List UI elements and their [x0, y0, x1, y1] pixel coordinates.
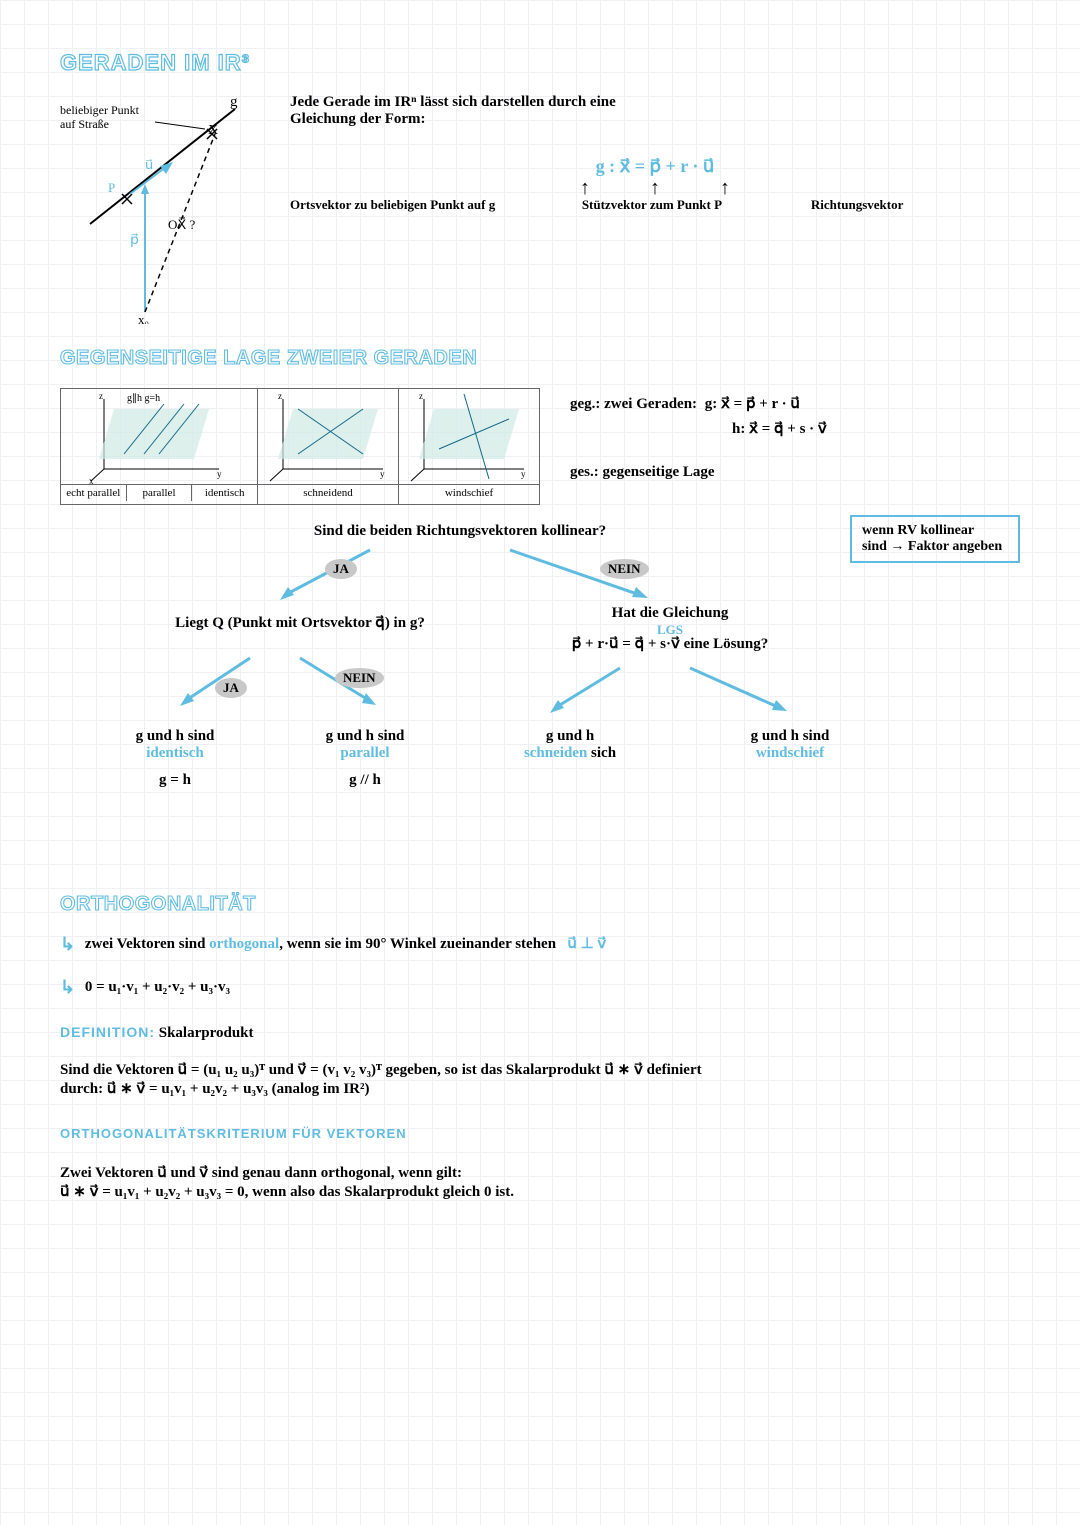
res-text: g und h [490, 728, 650, 745]
krit-line1: Zwei Vektoren u⃗ und v⃗ sind genau dann … [60, 1163, 1020, 1182]
res-text: g und h sind [290, 728, 440, 745]
res-text: g und h sind [100, 728, 250, 745]
svg-text:u⃗: u⃗ [145, 157, 153, 172]
res-keyword: schneiden [524, 745, 587, 761]
label-richtungsvektor: Richtungsvektor [811, 197, 1020, 213]
badge-ja: JA [325, 559, 357, 579]
svg-text:y: y [380, 469, 385, 479]
hint-line: sind → Faktor angeben [862, 539, 1008, 555]
svg-text:x: x [89, 476, 94, 484]
svg-text:z: z [278, 391, 282, 401]
res-keyword: parallel [290, 745, 440, 762]
def-label: DEFINITION: [60, 1024, 155, 1040]
geg-g: g: x⃗ = p⃗ + r · u⃗ [705, 396, 800, 412]
q2b-top: Hat die Gleichung [530, 605, 810, 622]
thumb-label: schneidend [258, 484, 398, 501]
svg-text:z: z [99, 391, 103, 401]
flowchart: Sind die beiden Richtungsvektoren kollin… [60, 523, 1020, 863]
krit-line2: u⃗ ∗ v⃗ = u₁v₁ + u₂v₂ + u₃v₃ = 0, wenn a… [60, 1182, 1020, 1201]
svg-text:x₀: x₀ [138, 312, 149, 324]
section-title-lage: GEGENSEITIGE LAGE ZWEIER GERADEN [60, 347, 1020, 370]
hook-arrow-icon: ↳ [60, 934, 75, 954]
given-block: geg.: zwei Geraden: g: x⃗ = p⃗ + r · u⃗ … [570, 388, 1020, 481]
flow-res-parallel: g und h sind parallel g // h [290, 728, 440, 789]
res-eq: g // h [290, 772, 440, 789]
intro-line2: Gleichung der Form: [290, 111, 1020, 128]
ortho-perp: u⃗ ⊥ v⃗ [567, 936, 606, 952]
intro-text: Jede Gerade im IRⁿ lässt sich darstellen… [290, 94, 1020, 213]
flow-res-schneiden: g und h schneiden sich [490, 728, 650, 762]
ges-label: ges.: gegenseitige Lage [570, 464, 1020, 481]
svg-text:P: P [108, 180, 115, 195]
svg-text:OX⃗ ?: OX⃗ ? [168, 217, 196, 232]
thumb-label: identisch [192, 485, 257, 501]
line-equation-formula: g : x⃗ = p⃗ + r · u⃗ [290, 156, 1020, 177]
svg-text:beliebiger Punkt: beliebiger Punkt [60, 103, 140, 117]
ortho-zero-eq: ↳ 0 = u₁·v₁ + u₂·v₂ + u₃·v₃ [60, 977, 1020, 998]
def-name: Skalarprodukt [159, 1025, 254, 1041]
svg-text:g∥h g=h: g∥h g=h [127, 393, 160, 404]
flow-q2a: Liegt Q (Punkt mit Ortsvektor q⃗) in g? [160, 613, 440, 632]
svg-text:z: z [419, 391, 423, 401]
svg-text:g: g [230, 94, 238, 110]
intro-block: p⃗ OX⃗ ? g X P u⃗ x₀ beliebiger Punkt au… [60, 94, 1020, 329]
badge-nein: NEIN [600, 559, 649, 579]
flow-res-windschief: g und h sind windschief [710, 728, 870, 762]
zero-eq: 0 = u₁·v₁ + u₂·v₂ + u₃·v₃ [85, 979, 230, 995]
q2b-eq: p⃗ + r·u⃗ = q⃗ + s·v⃗ eine Lösung? [530, 634, 810, 653]
res-keyword: windschief [710, 745, 870, 762]
svg-text:y: y [217, 469, 222, 479]
ortho-line1: ↳ zwei Vektoren sind orthogonal, wenn si… [60, 934, 1020, 955]
line-sketch: p⃗ OX⃗ ? g X P u⃗ x₀ beliebiger Punkt au… [60, 94, 260, 329]
res-eq: g = h [100, 772, 250, 789]
svg-text:auf Straße: auf Straße [60, 117, 109, 131]
page-title: GERADEN IM IR³ [60, 50, 1020, 76]
badge-nein: NEIN [335, 668, 384, 688]
geg-label: geg.: zwei Geraden: [570, 396, 697, 412]
svg-text:y: y [521, 469, 526, 479]
ortho-l1b: orthogonal [209, 936, 279, 952]
geg-h: h: x⃗ = q⃗ + s · v⃗ [570, 419, 1020, 438]
hint-line: wenn RV kollinear [862, 523, 1008, 539]
badge-ja: JA [215, 678, 247, 698]
position-thumbnails: z y x g∥h g=h echt parallel parallel ide… [60, 388, 540, 505]
kriterium-label: ORTHOGONALITÄTSKRITERIUM FÜR VEKTOREN [60, 1126, 1020, 1141]
def-line2: durch: u⃗ ∗ v⃗ = u₁v₁ + u₂v₂ + u₃v₃ (ana… [60, 1079, 1020, 1098]
ortho-l1c: , wenn sie im 90° Winkel zueinander steh… [279, 936, 556, 952]
arrow-up-icon: ↑ [580, 181, 590, 195]
arrow-up-icon: ↑ [650, 181, 660, 195]
flow-hint: wenn RV kollinear sind → Faktor angeben [850, 515, 1020, 563]
thumb-label: windschief [399, 484, 539, 501]
res-keyword: identisch [100, 745, 250, 762]
hook-arrow-icon: ↳ [60, 977, 75, 997]
definition-heading: DEFINITION: Skalarprodukt [60, 1024, 1020, 1042]
flow-res-identisch: g und h sind identisch g = h [100, 728, 250, 789]
thumb-label: echt parallel [61, 485, 127, 501]
ortho-l1a: zwei Vektoren sind [85, 936, 209, 952]
flow-q2b: Hat die Gleichung LGS p⃗ + r·u⃗ = q⃗ + s… [530, 605, 810, 653]
thumb-label: parallel [127, 485, 193, 501]
label-ortsvektor: Ortsvektor zu beliebigen Punkt auf g [290, 197, 562, 213]
flow-q1: Sind die beiden Richtungsvektoren kollin… [220, 523, 700, 540]
def-line1: Sind die Vektoren u⃗ = (u₁ u₂ u₃)ᵀ und v… [60, 1060, 1020, 1079]
arrow-up-icon: ↑ [720, 181, 730, 195]
section-title-ortho: ORTHOGONALITÄT [60, 893, 1020, 916]
res-text: g und h sind [710, 728, 870, 745]
label-stuetzvektor: Stützvektor zum Punkt P [582, 197, 791, 213]
res-suffix: sich [587, 745, 616, 761]
intro-line1: Jede Gerade im IRⁿ lässt sich darstellen… [290, 94, 1020, 111]
svg-text:p⃗: p⃗ [130, 233, 139, 248]
